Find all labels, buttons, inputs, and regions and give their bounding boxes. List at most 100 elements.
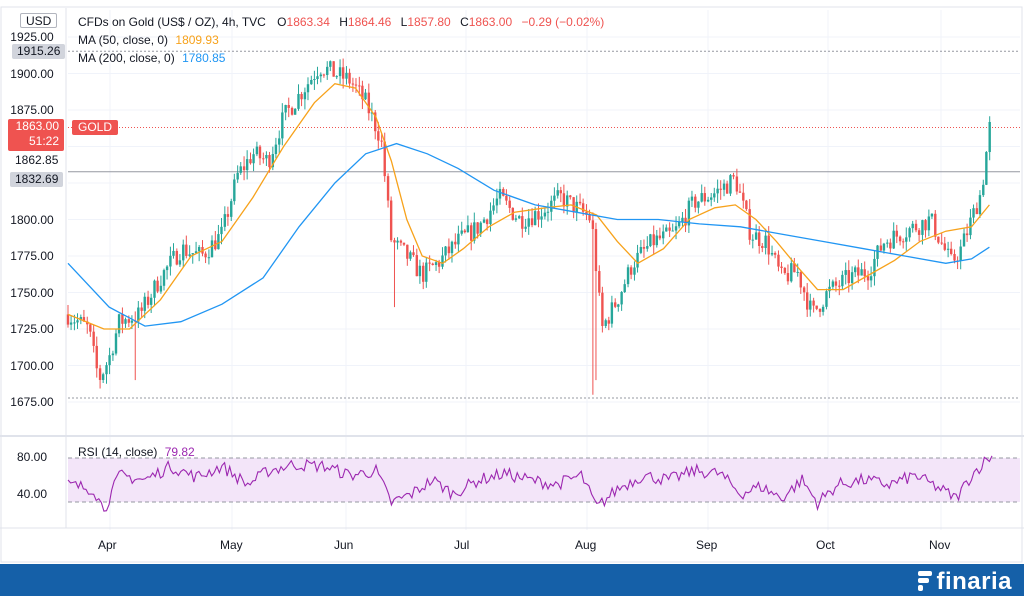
- candle-body: [393, 240, 396, 243]
- candle-body: [607, 320, 610, 324]
- candle-body: [233, 179, 236, 202]
- candle-body: [326, 66, 329, 76]
- candle-body: [66, 314, 70, 325]
- candle-body: [284, 105, 287, 113]
- candle-body: [578, 201, 582, 204]
- candle-body: [345, 72, 348, 79]
- candle-body: [930, 213, 934, 217]
- candle-body: [319, 74, 323, 77]
- brand-logo[interactable]: finaria: [918, 567, 1012, 596]
- candle-body: [738, 191, 742, 193]
- candle-body: [713, 193, 716, 198]
- candle-body: [972, 208, 975, 218]
- ma50-value: 1809.93: [175, 33, 219, 47]
- candle-body: [863, 269, 866, 277]
- candle-body: [687, 200, 691, 226]
- time-tick-label: Aug: [575, 538, 597, 552]
- candle-body: [89, 324, 92, 332]
- candle-body: [358, 85, 361, 87]
- candle-body: [303, 92, 307, 100]
- candle-body: [569, 195, 572, 198]
- candle-body: [505, 195, 508, 201]
- candle-body: [658, 235, 662, 239]
- candle-body: [786, 273, 790, 282]
- candle-body: [370, 112, 374, 114]
- legend-ma50: MA (50, close, 0) 1809.93: [78, 33, 219, 47]
- currency-label[interactable]: USD: [20, 13, 58, 28]
- candle-body: [361, 85, 364, 100]
- candle-body: [639, 247, 643, 253]
- legend-high-label: H: [339, 15, 348, 29]
- candle-body: [601, 292, 604, 326]
- candle-body: [898, 236, 902, 242]
- candle-body: [799, 271, 802, 288]
- candle-body: [463, 230, 467, 233]
- price-tick-label: 1800.00: [10, 212, 54, 227]
- candle-body: [95, 345, 98, 369]
- candle-body: [502, 188, 505, 196]
- candle-body: [335, 76, 338, 78]
- candle-body: [114, 333, 118, 354]
- legend-change: −0.29 (−0.02%): [521, 15, 605, 29]
- candle-body: [684, 217, 687, 226]
- candle-body: [447, 246, 451, 254]
- chart-svg[interactable]: [0, 0, 1024, 564]
- candle-body: [546, 211, 550, 213]
- chart-border: [0, 6, 1023, 563]
- candle-body: [396, 240, 399, 243]
- candle-body: [367, 92, 371, 114]
- candle-body: [239, 166, 242, 173]
- candle-body: [815, 305, 818, 309]
- candle-body: [521, 216, 524, 229]
- candle-body: [911, 223, 914, 229]
- candle-body: [425, 262, 428, 282]
- candle-body: [518, 216, 521, 219]
- candle-body: [437, 262, 441, 267]
- candle-body: [917, 230, 921, 235]
- candle-body: [476, 222, 479, 234]
- candle-body: [79, 317, 83, 321]
- last-price-tag: 1863.00 51:22: [8, 119, 64, 151]
- candle-body: [329, 61, 332, 67]
- candle-body: [354, 84, 358, 86]
- moving-averages: [67, 82, 990, 330]
- candle-body: [869, 276, 873, 281]
- candle-body: [172, 250, 175, 256]
- candle-body: [92, 331, 95, 346]
- candle-body: [742, 192, 745, 201]
- candle-body: [901, 241, 905, 243]
- candle-body: [489, 210, 492, 225]
- candle-body: [572, 197, 575, 213]
- candle-body: [620, 291, 623, 305]
- candle-body: [220, 226, 223, 235]
- candle-body: [598, 271, 601, 293]
- candle-body: [290, 107, 294, 115]
- time-tick-label: Nov: [929, 538, 951, 552]
- legend-close-label: C: [460, 15, 469, 29]
- price-tick-label: 1900.00: [10, 66, 54, 81]
- candle-body: [949, 248, 953, 254]
- candle-body: [434, 262, 438, 266]
- candle-body: [255, 146, 259, 155]
- candle-body: [866, 276, 870, 281]
- candle-body: [230, 201, 233, 217]
- candle-body: [796, 271, 799, 273]
- candle-body: [729, 175, 732, 194]
- candle-body: [223, 214, 227, 227]
- candle-body: [975, 208, 979, 215]
- candle-body: [735, 176, 739, 192]
- legend-close: 1863.00: [468, 15, 513, 29]
- candle-body: [921, 220, 924, 235]
- candle-body: [374, 112, 377, 132]
- candle-body: [943, 243, 946, 250]
- candle-body: [652, 234, 655, 246]
- candle-body: [422, 265, 425, 282]
- candle-body: [76, 320, 79, 323]
- candle-body: [527, 218, 530, 227]
- candle-body: [946, 248, 950, 250]
- candle-body: [278, 138, 281, 145]
- candle-body: [482, 219, 486, 223]
- candle-body: [847, 270, 850, 284]
- candle-body: [428, 262, 431, 264]
- candle-body: [700, 193, 703, 202]
